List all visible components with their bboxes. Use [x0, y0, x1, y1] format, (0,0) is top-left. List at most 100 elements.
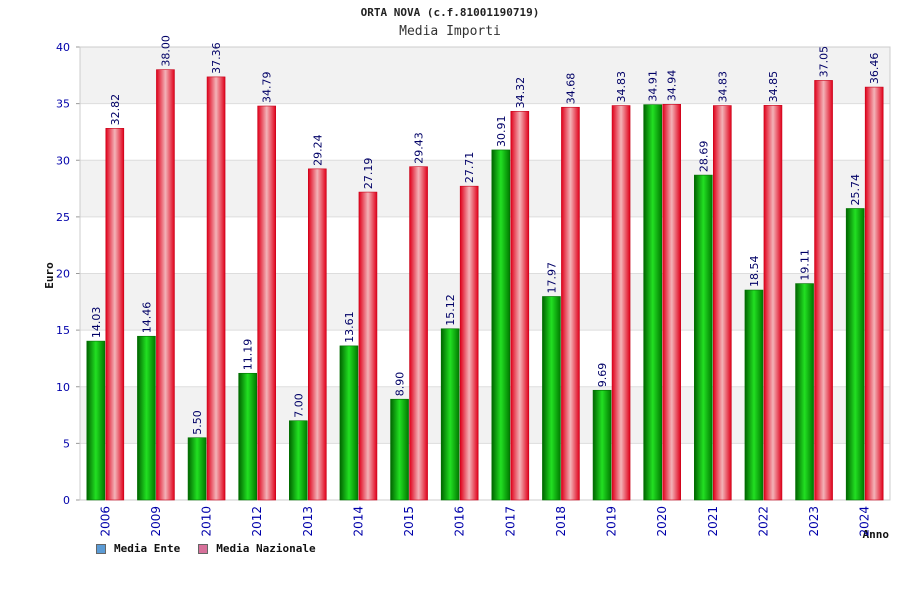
bar-nazionale — [358, 191, 378, 501]
x-tick-label: 2023 — [807, 506, 821, 537]
bar-ente — [187, 437, 207, 501]
data-label: 18.54 — [748, 256, 761, 288]
bar-nazionale — [763, 105, 783, 501]
data-label: 29.43 — [413, 132, 426, 164]
data-label: 5.50 — [191, 410, 204, 435]
y-tick-label: 20 — [56, 268, 70, 281]
bar-nazionale — [257, 105, 276, 501]
bar-ente — [744, 289, 764, 501]
data-label: 15.12 — [444, 294, 457, 326]
bar-ente — [542, 296, 561, 501]
legend-swatch-nazionale — [198, 543, 209, 554]
x-tick-label: 2006 — [98, 506, 112, 537]
bar-ente — [592, 389, 612, 501]
data-label: 27.71 — [463, 152, 476, 184]
data-label: 13.61 — [343, 311, 356, 343]
x-tick-label: 2024 — [858, 506, 872, 537]
legend-swatch-ente — [96, 543, 106, 554]
y-tick-label: 10 — [56, 381, 70, 394]
bar-nazionale — [611, 105, 631, 501]
bar-nazionale — [662, 104, 681, 501]
data-label: 27.19 — [362, 158, 375, 190]
bar-ente — [390, 398, 409, 501]
bar-ente — [845, 208, 865, 501]
legend-label-nazionale: Media Nazionale — [216, 542, 316, 555]
chart-subtitle: Media Importi — [399, 24, 501, 39]
data-label: 25.74 — [849, 174, 862, 206]
y-tick-label: 25 — [56, 211, 70, 224]
x-tick-label: 2021 — [706, 506, 720, 537]
y-tick-label: 5 — [63, 437, 70, 450]
data-label: 36.46 — [868, 53, 881, 85]
bar-nazionale — [561, 106, 580, 501]
x-tick-label: 2013 — [301, 506, 315, 537]
x-tick-label: 2022 — [756, 506, 770, 537]
bar-ente — [694, 174, 713, 501]
data-label: 9.69 — [596, 363, 609, 388]
data-label: 19.11 — [799, 249, 812, 281]
data-label: 34.32 — [514, 77, 527, 109]
bar-ente — [289, 420, 308, 501]
data-label: 17.97 — [545, 262, 558, 294]
data-label: 30.91 — [495, 115, 508, 147]
bar-nazionale — [459, 185, 479, 501]
data-label: 7.00 — [292, 393, 305, 418]
x-tick-label: 2016 — [453, 506, 467, 537]
data-label: 37.05 — [818, 46, 831, 78]
bar-nazionale — [814, 80, 833, 501]
x-tick-label: 2015 — [402, 506, 416, 537]
data-label: 34.79 — [261, 72, 274, 104]
data-label: 14.46 — [140, 302, 153, 334]
x-tick-label: 2019 — [605, 506, 619, 537]
data-label: 34.83 — [615, 71, 628, 103]
bar-ente — [643, 104, 662, 501]
bar-ente — [440, 328, 460, 501]
bar-nazionale — [308, 168, 327, 501]
y-tick-label: 30 — [56, 154, 70, 167]
x-tick-label: 2020 — [655, 506, 669, 537]
data-label: 14.03 — [90, 307, 103, 339]
x-tick-label: 2017 — [503, 506, 517, 537]
data-label: 29.24 — [311, 134, 324, 166]
x-tick-label: 2018 — [554, 506, 568, 537]
bar-nazionale — [713, 105, 732, 501]
y-tick-label: 40 — [56, 41, 70, 54]
data-label: 34.91 — [647, 70, 660, 102]
x-tick-label: 2014 — [351, 506, 365, 537]
bar-nazionale — [510, 111, 530, 501]
x-tick-label: 2012 — [250, 506, 264, 537]
data-label: 34.83 — [716, 71, 729, 103]
chart-legend: Media Ente Media Nazionale — [96, 542, 316, 555]
bar-nazionale — [409, 166, 428, 501]
data-label: 34.94 — [666, 70, 679, 102]
data-label: 38.00 — [159, 35, 172, 67]
x-tick-label: 2009 — [149, 506, 163, 537]
plot-border — [79, 46, 891, 501]
y-tick-label: 0 — [63, 494, 70, 507]
legend-label-ente: Media Ente — [114, 542, 181, 555]
bar-ente — [86, 340, 106, 501]
data-label: 34.68 — [564, 73, 577, 105]
x-tick-label: 2010 — [200, 506, 214, 537]
x-axis-title: Anno — [863, 528, 890, 541]
y-axis-title: Euro — [43, 262, 56, 289]
data-label: 11.19 — [242, 339, 255, 371]
data-label: 34.85 — [767, 71, 780, 103]
y-tick-label: 15 — [56, 324, 70, 337]
data-label: 32.82 — [109, 94, 122, 126]
bar-ente — [339, 345, 359, 501]
bar-nazionale — [206, 76, 226, 501]
y-tick-label: 35 — [56, 98, 70, 111]
bar-ente — [137, 335, 156, 501]
chart-title: ORTA NOVA (c.f.81001190719) — [360, 6, 540, 19]
data-label: 28.69 — [697, 141, 710, 173]
legend-item-ente: Media Ente — [96, 542, 180, 555]
legend-item-nazionale: Media Nazionale — [198, 542, 316, 555]
data-label: 37.36 — [210, 42, 223, 74]
bar-nazionale — [864, 86, 884, 501]
data-label: 8.90 — [394, 372, 407, 397]
bar-ente — [795, 283, 814, 501]
bar-nazionale — [105, 128, 125, 501]
bar-ente — [491, 149, 511, 501]
